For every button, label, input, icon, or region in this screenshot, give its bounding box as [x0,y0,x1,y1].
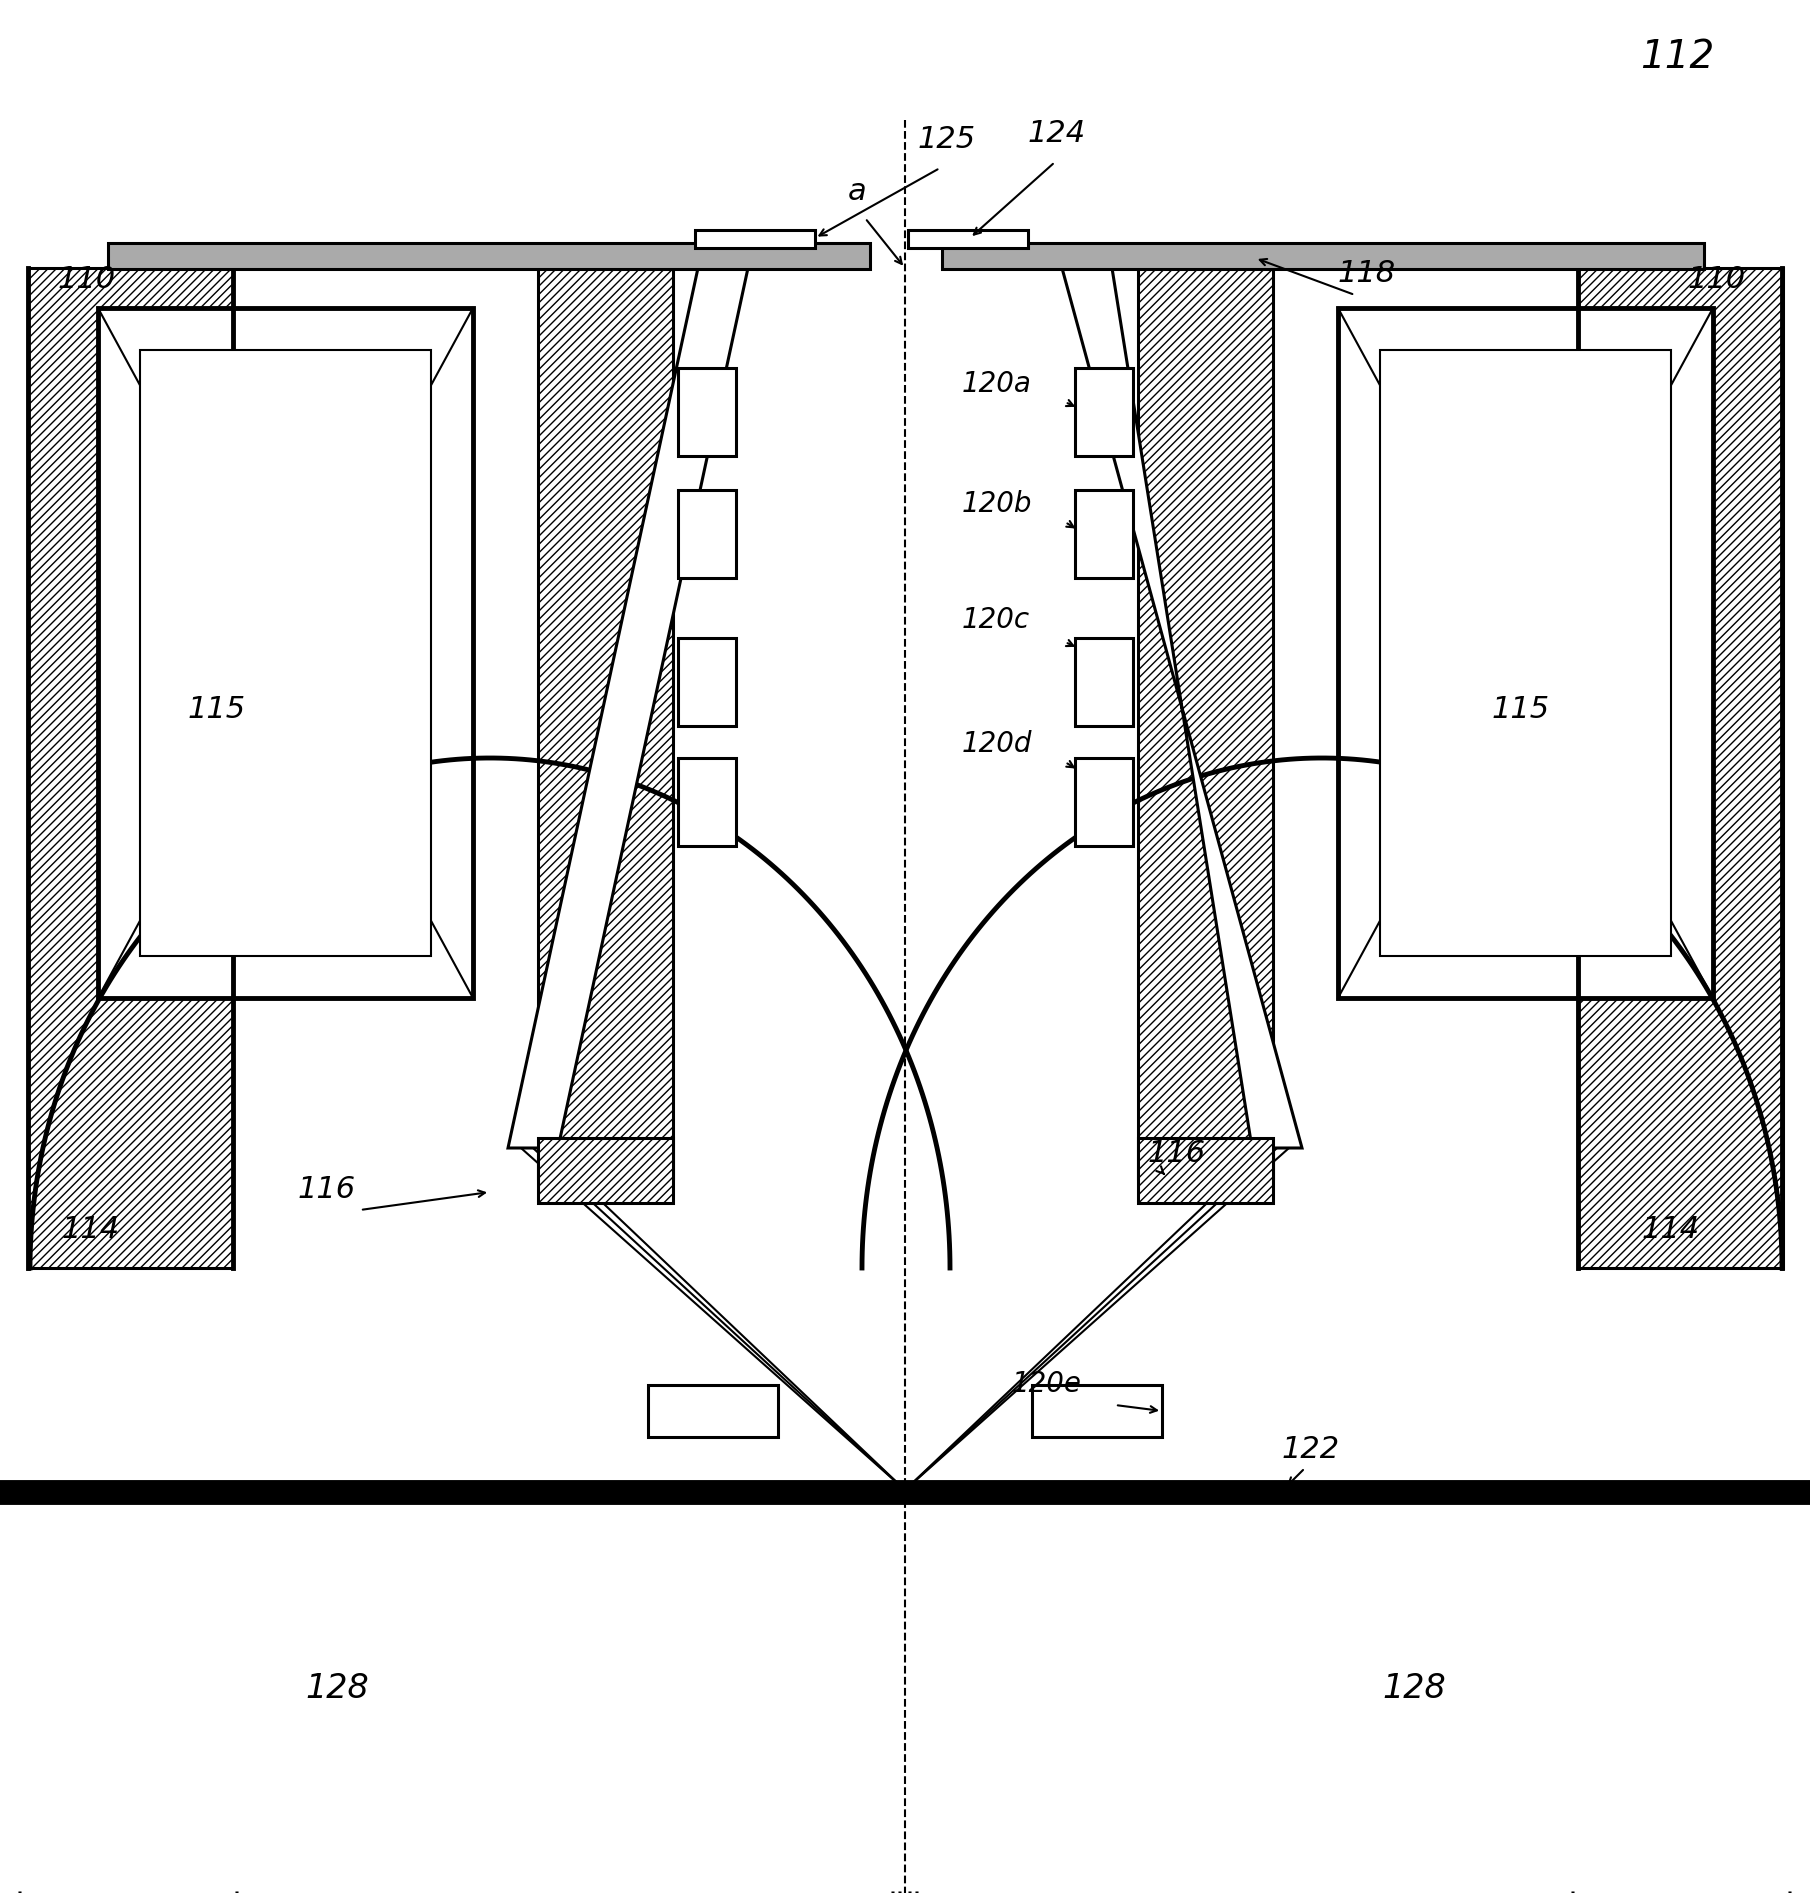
Bar [139,350,431,956]
Text: 118: 118 [1338,259,1396,288]
Text: 112: 112 [1640,38,1714,76]
Text: 114: 114 [62,1215,119,1244]
Text: 124: 124 [1028,119,1086,148]
Bar [1578,269,1783,1268]
Bar [1075,638,1133,727]
Bar [98,309,472,998]
Text: 120d: 120d [961,731,1032,757]
Text: 122: 122 [1281,1435,1339,1463]
Text: 115: 115 [188,695,246,723]
Text: 128: 128 [1383,1672,1446,1706]
Bar [1379,350,1671,956]
Bar [679,757,737,846]
Bar [538,1138,673,1202]
Text: 120a: 120a [961,369,1032,398]
Bar [27,269,233,1268]
Bar [679,367,737,456]
Bar [1075,757,1133,846]
Text: 120c: 120c [961,606,1030,634]
Text: 125: 125 [918,125,976,153]
Text: 120e: 120e [1012,1371,1082,1399]
Bar [1338,309,1712,998]
Bar [909,231,1028,248]
Text: 116: 116 [1148,1140,1205,1168]
Bar [941,242,1703,269]
Bar [679,638,737,727]
Bar [1032,1386,1162,1437]
Text: a: a [849,178,867,206]
Text: 110: 110 [58,265,116,293]
Polygon shape [1062,269,1301,1147]
Bar [648,1386,778,1437]
Bar [109,242,871,269]
Text: 116: 116 [299,1176,357,1204]
Bar [695,231,814,248]
Text: 115: 115 [1491,695,1549,723]
Bar [1138,269,1272,1177]
Bar [538,269,673,1177]
Bar [1138,1138,1272,1202]
Bar [1075,490,1133,577]
Text: 128: 128 [306,1672,369,1706]
Text: 114: 114 [1642,1215,1700,1244]
Bar [0,1482,1810,1501]
Text: 120b: 120b [961,490,1032,519]
Polygon shape [509,269,748,1147]
Text: 110: 110 [1689,265,1747,293]
Bar [1075,367,1133,456]
Bar [679,490,737,577]
